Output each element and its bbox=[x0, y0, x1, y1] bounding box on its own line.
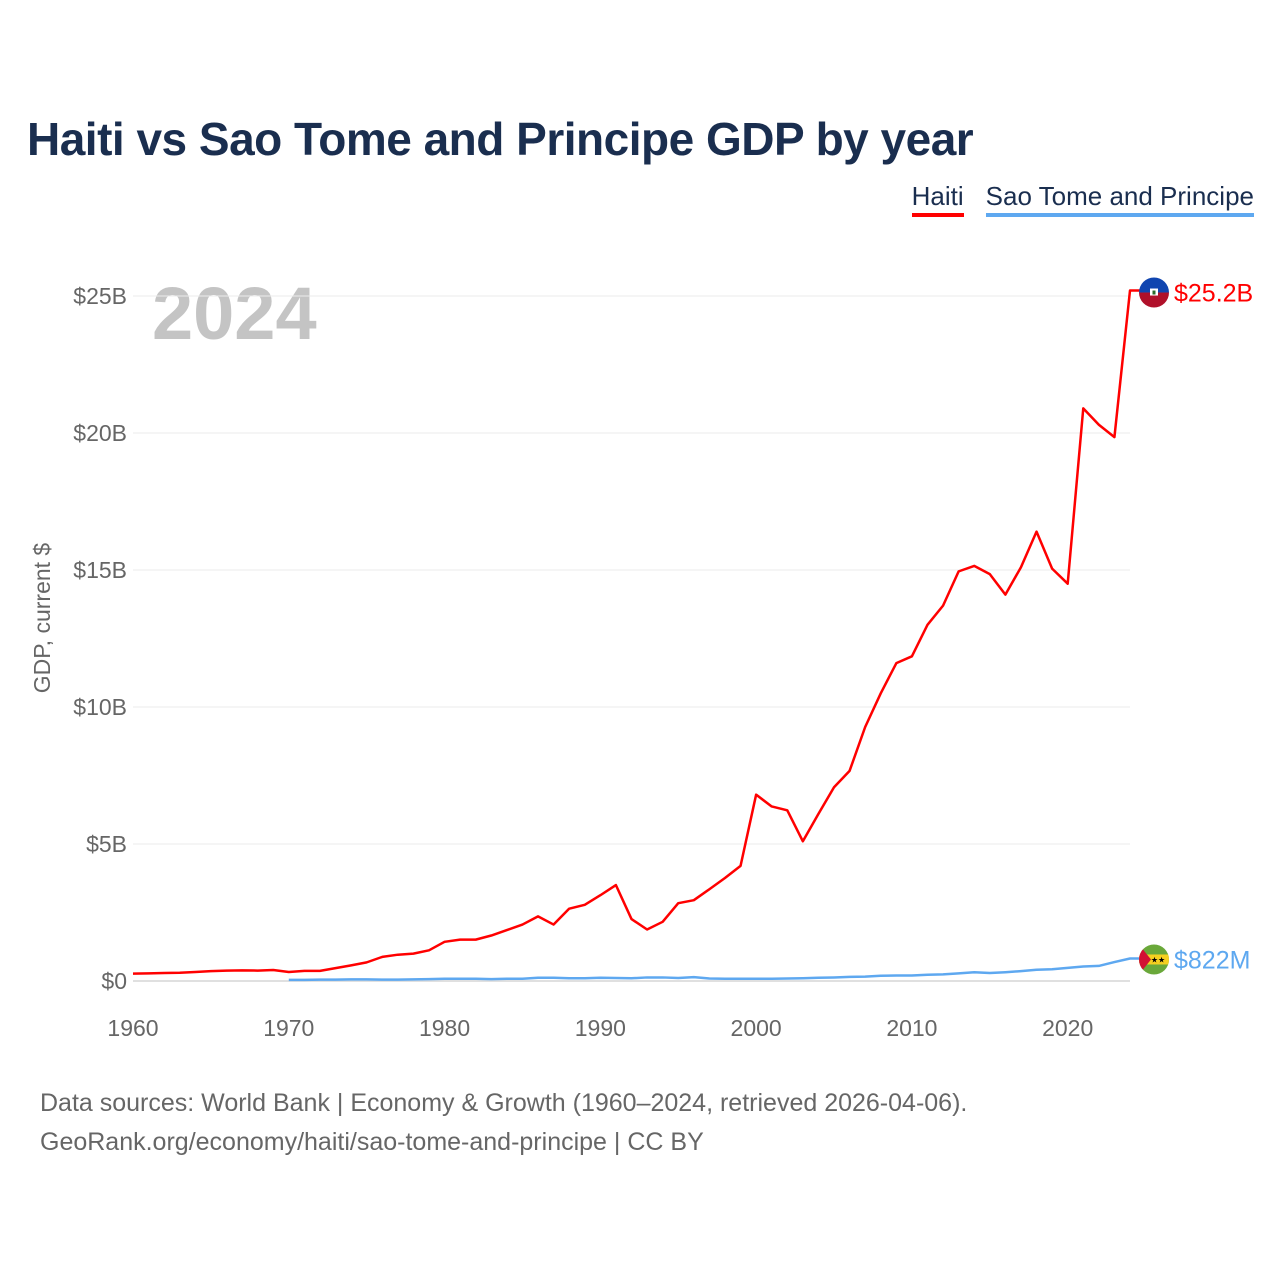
y-tick-label: $0 bbox=[101, 968, 127, 994]
sao-tome-flag-icon: ★★ bbox=[1139, 944, 1169, 975]
footer: Data sources: World Bank | Economy & Gro… bbox=[40, 1084, 967, 1162]
svg-text:★★: ★★ bbox=[1151, 955, 1165, 964]
y-tick-label: $25B bbox=[73, 283, 127, 309]
x-tick-label: 2000 bbox=[731, 1015, 782, 1041]
series-line-haiti bbox=[132, 289, 1140, 975]
x-tick-label: 1990 bbox=[575, 1015, 626, 1041]
end-value-label: $25.2B bbox=[1174, 280, 1253, 308]
x-tick-label: 2020 bbox=[1042, 1015, 1093, 1041]
legend-item-haiti[interactable]: Haiti bbox=[911, 181, 964, 217]
source-link[interactable]: GeoRank.org/economy/haiti/sao-tome-and-p… bbox=[40, 1128, 704, 1156]
x-tick-label: 1980 bbox=[419, 1015, 470, 1041]
haiti-flag-icon bbox=[1139, 277, 1169, 308]
y-axis-label: GDP, current $ bbox=[29, 543, 55, 694]
y-tick-label: $20B bbox=[73, 420, 127, 446]
x-tick-label: 1970 bbox=[263, 1015, 314, 1041]
legend: Haiti Sao Tome and Principe bbox=[911, 181, 1254, 217]
source-note: Data sources: World Bank | Economy & Gro… bbox=[40, 1089, 968, 1117]
y-tick-label: $15B bbox=[73, 557, 127, 583]
x-tick-label: 1960 bbox=[107, 1015, 158, 1041]
year-label: 2024 bbox=[152, 272, 317, 355]
series-line-sao-tome bbox=[288, 957, 1140, 982]
y-tick-label: $10B bbox=[73, 694, 127, 720]
end-value-label: $822M bbox=[1174, 946, 1250, 974]
legend-item-sao-tome[interactable]: Sao Tome and Principe bbox=[985, 181, 1254, 217]
chart-title: Haiti vs Sao Tome and Principe GDP by ye… bbox=[27, 113, 974, 165]
y-tick-label: $5B bbox=[86, 831, 127, 857]
x-tick-label: 2010 bbox=[886, 1015, 937, 1041]
